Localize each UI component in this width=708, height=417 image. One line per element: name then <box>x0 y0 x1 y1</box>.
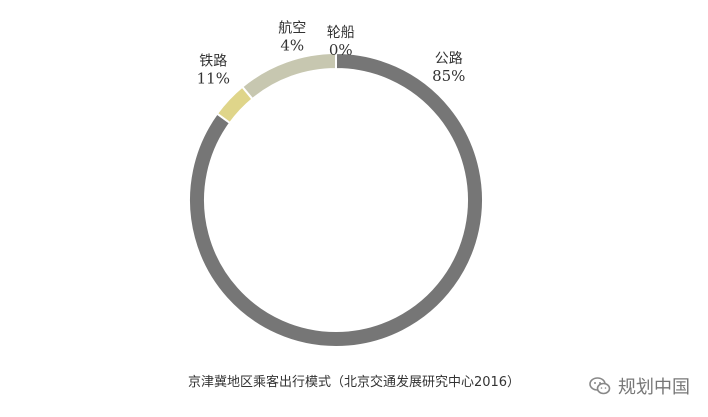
watermark: 规划中国 <box>588 373 690 399</box>
slice-2-name-label: 轮船 <box>327 25 355 41</box>
wechat-icon <box>589 377 611 395</box>
chart-caption: 京津冀地区乘客出行模式（北京交通发展研究中心2016） <box>187 375 521 390</box>
slice-3-value-label: 4% <box>280 37 304 55</box>
slice-3-name-label: 航空 <box>278 21 306 37</box>
slice-4-name-label: 铁路 <box>199 53 227 69</box>
slices-group <box>188 51 484 348</box>
slice-2-value-label: 0% <box>329 41 353 59</box>
watermark-text: 规划中国 <box>618 377 690 398</box>
slice-1-value-label: 85% <box>432 67 465 85</box>
slice-4-arc <box>240 51 337 101</box>
slice-1-name-label: 公路 <box>435 51 463 67</box>
slice-4-value-label: 11% <box>197 69 230 87</box>
